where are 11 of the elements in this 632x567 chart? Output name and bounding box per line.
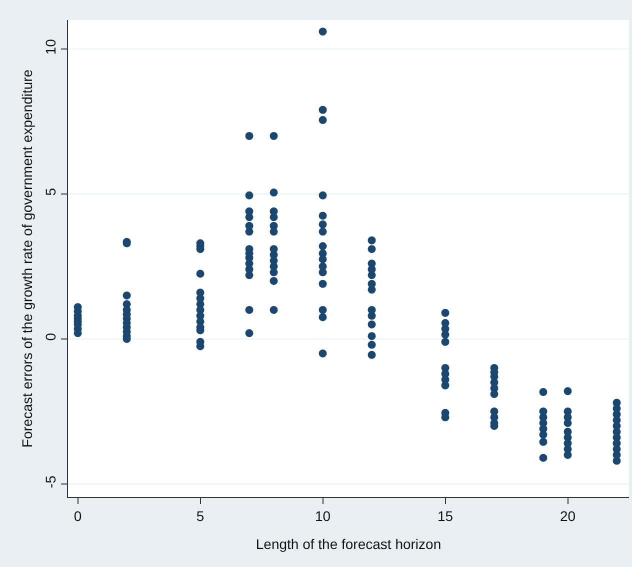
y-tick-label: -5: [42, 475, 58, 488]
y-tick-label: 10: [42, 38, 58, 55]
x-tick-label: 5: [196, 508, 204, 524]
x-tick-label: 10: [314, 508, 331, 524]
x-tick-label: 15: [437, 508, 454, 524]
y-tick-label: 0: [42, 332, 58, 341]
y-axis-title: Forecast errors of the growth rate of government expenditure: [19, 69, 35, 448]
y-tick-label: 5: [42, 188, 58, 196]
x-tick-label: 20: [560, 508, 576, 524]
x-tick-label: 0: [74, 508, 82, 524]
x-axis-title: Length of the forecast horizon: [256, 536, 442, 552]
